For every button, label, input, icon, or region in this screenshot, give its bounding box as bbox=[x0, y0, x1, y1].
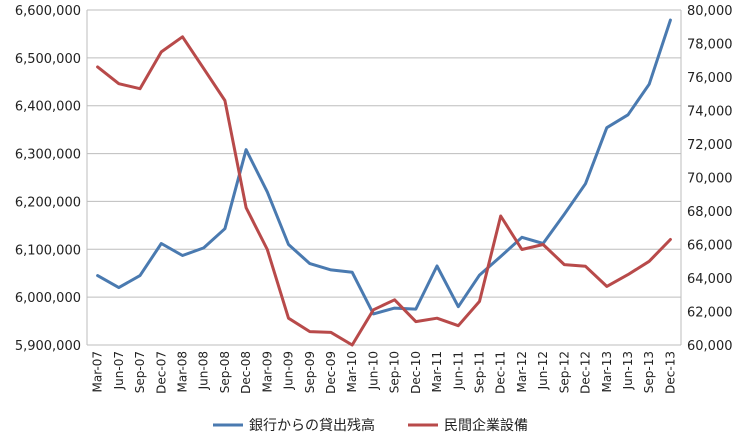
x-tick-label: Dec-13 bbox=[663, 351, 677, 394]
right-tick-label: 70,000 bbox=[687, 172, 733, 187]
x-tick-label: Mar-08 bbox=[175, 351, 189, 392]
x-tick-label: Mar-10 bbox=[345, 351, 359, 392]
x-tick-label: Sep-12 bbox=[557, 351, 571, 393]
x-tick-label: Jun-11 bbox=[451, 351, 465, 390]
x-tick-label: Dec-07 bbox=[154, 351, 168, 394]
x-tick-label: Dec-12 bbox=[579, 351, 593, 394]
left-tick-label: 6,000,000 bbox=[15, 291, 81, 306]
x-axis: Mar-07 Jun-07 Sep-07 Dec-07 Mar-08 Jun-08 Sep-… bbox=[91, 351, 678, 394]
x-tick-label: Mar-13 bbox=[600, 351, 614, 392]
x-tick-label: Mar-09 bbox=[260, 351, 274, 392]
x-tick-label: Dec-09 bbox=[324, 351, 338, 394]
right-tick-label: 72,000 bbox=[687, 138, 733, 153]
right-tick-label: 68,000 bbox=[687, 205, 733, 220]
series-line bbox=[96, 18, 672, 316]
x-tick-label: Dec-10 bbox=[409, 351, 423, 394]
series-line bbox=[96, 35, 672, 347]
grid-lines bbox=[86, 9, 682, 346]
legend-label: 民間企業設備 bbox=[444, 417, 528, 434]
left-tick-label: 6,600,000 bbox=[15, 4, 81, 19]
right-tick-label: 74,000 bbox=[687, 105, 733, 120]
x-tick-label: Sep-07 bbox=[133, 351, 147, 393]
right-tick-label: 64,000 bbox=[687, 272, 733, 287]
x-tick-label: Dec-08 bbox=[239, 351, 253, 394]
legend-label: 銀行からの貸出残高 bbox=[249, 417, 375, 434]
left-tick-label: 6,300,000 bbox=[15, 148, 81, 163]
x-tick-label: Sep-09 bbox=[303, 351, 317, 393]
x-tick-label: Dec-11 bbox=[494, 351, 508, 394]
right-axis: 60,000 62,000 64,000 66,000 68,000 70,000 72,0… bbox=[687, 4, 733, 354]
x-tick-label: Jun-08 bbox=[197, 351, 211, 390]
x-tick-label: Sep-13 bbox=[642, 351, 656, 393]
right-tick-label: 66,000 bbox=[687, 239, 733, 254]
left-tick-label: 5,900,000 bbox=[15, 339, 81, 354]
right-tick-label: 78,000 bbox=[687, 38, 733, 53]
x-tick-label: Sep-08 bbox=[218, 351, 232, 393]
right-tick-label: 80,000 bbox=[687, 4, 733, 19]
legend: 銀行からの貸出残高 民間企業設備 bbox=[213, 417, 528, 434]
right-tick-label: 60,000 bbox=[687, 339, 733, 354]
right-tick-label: 62,000 bbox=[687, 306, 733, 321]
right-tick-label: 76,000 bbox=[687, 71, 733, 86]
x-tick-label: Jun-13 bbox=[621, 351, 635, 390]
left-tick-label: 6,500,000 bbox=[15, 52, 81, 67]
left-tick-label: 6,200,000 bbox=[15, 195, 81, 210]
x-tick-label: Jun-12 bbox=[536, 351, 550, 390]
x-tick-label: Mar-12 bbox=[515, 351, 529, 392]
x-tick-label: Jun-07 bbox=[112, 351, 126, 390]
left-tick-label: 6,100,000 bbox=[15, 243, 81, 258]
left-tick-label: 6,400,000 bbox=[15, 100, 81, 115]
x-tick-label: Sep-10 bbox=[388, 351, 402, 393]
left-axis: 5,900,000 6,000,000 6,100,000 6,200,000 6,30… bbox=[15, 4, 81, 354]
x-tick-label: Sep-11 bbox=[472, 351, 486, 393]
x-tick-label: Jun-09 bbox=[282, 351, 296, 390]
series-lines bbox=[96, 18, 672, 347]
x-tick-label: Mar-07 bbox=[91, 351, 105, 392]
x-tick-label: Mar-11 bbox=[430, 351, 444, 392]
x-tick-label: Jun-10 bbox=[366, 351, 380, 390]
